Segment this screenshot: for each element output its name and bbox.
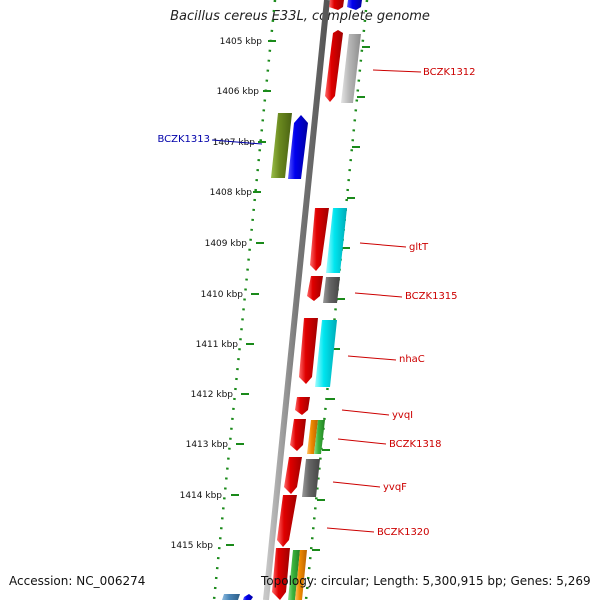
leader-line: [359, 242, 407, 248]
ruler-label: 1405 kbp: [220, 37, 263, 47]
cds-arrow[interactable]: [307, 276, 323, 301]
gene-label-bczk1320[interactable]: BCZK1320: [377, 527, 430, 538]
leader-line: [211, 139, 263, 145]
cog-arrow-steel[interactable]: [222, 594, 240, 600]
cds-arrow[interactable]: [329, 0, 344, 10]
cog-arrow-cyan[interactable]: [326, 208, 347, 273]
ruler-label: 1406 kbp: [217, 87, 260, 97]
ruler-label: 1410 kbp: [201, 290, 244, 300]
cds-arrow[interactable]: [288, 115, 308, 179]
ruler-label: 1407 kbp: [213, 138, 256, 148]
ruler-label: 1409 kbp: [205, 239, 248, 249]
genome-backbone: [263, 0, 330, 600]
ruler-label: 1413 kbp: [186, 440, 229, 450]
label-leaders: [211, 69, 422, 533]
cog-arrow-blue[interactable]: [243, 594, 253, 600]
cds-arrow[interactable]: [277, 495, 297, 547]
topology-text: Topology: circular; Length: 5,300,915 bp…: [261, 574, 591, 588]
leader-line: [341, 409, 390, 416]
ruler-ticks: [226, 40, 370, 551]
gene-label-bczk1318[interactable]: BCZK1318: [389, 439, 442, 450]
cds-arrow[interactable]: [295, 397, 310, 415]
cog-arrow-blue[interactable]: [347, 0, 362, 10]
gene-label-bczk1313[interactable]: BCZK1313: [157, 134, 210, 145]
cog-arrow-green[interactable]: [314, 420, 325, 454]
cog-arrow-olive[interactable]: [271, 113, 292, 178]
cds-arrow[interactable]: [310, 208, 329, 271]
leader-line: [354, 292, 403, 298]
leader-line: [337, 438, 387, 445]
gene-label-gltt[interactable]: gltT: [409, 242, 429, 253]
leader-line: [347, 355, 397, 361]
ruler-label: 1414 kbp: [180, 491, 223, 501]
leader-line: [372, 69, 422, 73]
gene-label-nhac[interactable]: nhaC: [399, 354, 425, 365]
gene-label-yvqi[interactable]: yvqI: [392, 410, 413, 421]
cog-arrow-dark-grey[interactable]: [323, 277, 340, 303]
gene-features: [222, 0, 362, 600]
cds-arrow[interactable]: [299, 318, 318, 384]
leader-line: [326, 527, 375, 533]
ruler-label: 1411 kbp: [196, 340, 239, 350]
gene-label-bczk1312[interactable]: BCZK1312: [423, 67, 476, 78]
cds-arrow[interactable]: [290, 419, 306, 451]
cds-arrow[interactable]: [284, 457, 302, 494]
ruler-label: 1412 kbp: [191, 390, 234, 400]
cog-arrow-orange[interactable]: [307, 420, 318, 454]
ruler-label: 1408 kbp: [210, 188, 253, 198]
cds-arrow[interactable]: [272, 548, 290, 600]
cds-arrow[interactable]: [325, 30, 343, 102]
leader-line: [332, 481, 381, 488]
cog-arrow-grey[interactable]: [341, 34, 361, 103]
left-dotted-border: [212, 0, 277, 600]
gene-label-bczk1315[interactable]: BCZK1315: [405, 291, 458, 302]
cog-arrow-cyan[interactable]: [315, 320, 337, 387]
cog-arrow-dark-grey[interactable]: [302, 459, 320, 497]
accession-text: Accession: NC_006274: [9, 574, 146, 588]
gene-label-yvqf[interactable]: yvqF: [383, 482, 407, 493]
ruler-label: 1415 kbp: [171, 541, 214, 551]
cog-arrow-orange[interactable]: [295, 550, 307, 600]
cog-arrow-green[interactable]: [288, 550, 300, 600]
